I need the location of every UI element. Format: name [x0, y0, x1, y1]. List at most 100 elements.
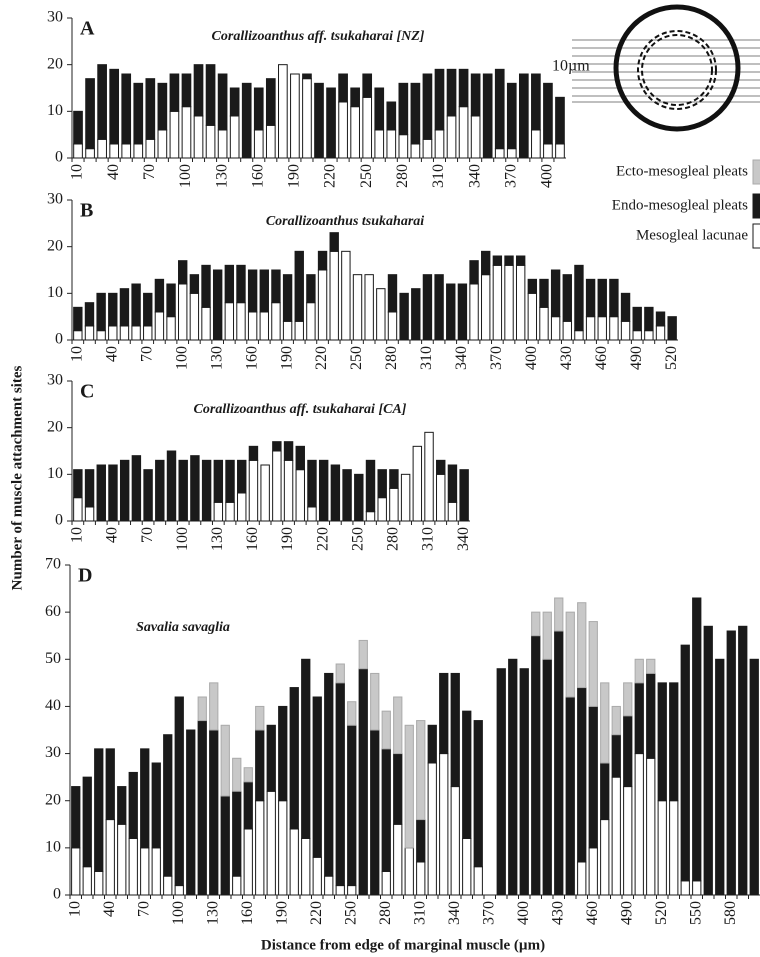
y-tick-label: 0 [55, 149, 63, 166]
bar-segment [390, 470, 398, 489]
bar-segment [348, 886, 356, 895]
bar-segment [387, 130, 396, 158]
bar-segment [336, 664, 344, 683]
bar-segment [458, 284, 466, 340]
bar-segment [120, 289, 128, 326]
x-tick-label: 40 [104, 527, 121, 543]
bar-segment [505, 265, 513, 340]
panel-title: Corallizoanthus aff. tsukaharai [NZ] [212, 29, 425, 44]
x-tick-label: 250 [342, 901, 359, 925]
bar-segment [85, 470, 93, 507]
x-tick-label: 340 [446, 901, 463, 925]
bar-segment [210, 683, 218, 730]
bar-segment [98, 65, 107, 140]
legend-swatch [753, 194, 760, 218]
bar-segment [279, 65, 288, 158]
bar-segment [460, 470, 468, 521]
bar-segment [83, 777, 91, 867]
bar-segment [225, 265, 233, 302]
bar-segment [167, 284, 175, 317]
bar-segment [132, 284, 140, 326]
x-tick-label: 10 [68, 346, 85, 362]
bar-segment [621, 293, 629, 321]
bar-segment [394, 697, 402, 754]
x-tick-label: 370 [502, 164, 519, 188]
bar-segment [578, 688, 586, 862]
bar-segment [681, 881, 689, 895]
x-tick-label: 310 [420, 527, 437, 551]
x-tick-label: 280 [383, 346, 400, 370]
bar-segment [273, 442, 281, 451]
legend-swatch [753, 160, 760, 184]
x-tick-label: 220 [322, 164, 339, 188]
bar-segment [509, 659, 517, 895]
y-tick-label: 30 [47, 372, 63, 389]
x-tick-label: 220 [314, 527, 331, 551]
bar-segment [110, 144, 119, 158]
bar-segment [182, 107, 191, 158]
bar-segment [187, 730, 195, 895]
bar-segment [249, 446, 257, 460]
bar-segment [226, 460, 234, 502]
bar-segment [578, 862, 586, 895]
bar-segment [267, 791, 275, 895]
legend-label: Endo-mesogleal pleats [612, 197, 748, 213]
bar-segment [544, 144, 553, 158]
diagram-outer [616, 7, 738, 129]
bar-segment [141, 848, 149, 895]
x-tick-label: 70 [139, 527, 156, 543]
bar-segment [578, 603, 586, 688]
bar-segment [179, 284, 187, 340]
bar-segment [528, 279, 536, 293]
x-tick-label: 160 [244, 527, 261, 551]
bar-segment [589, 706, 597, 847]
bar-segment [693, 881, 701, 895]
bar-segment [191, 456, 199, 521]
x-tick-label: 520 [663, 346, 680, 370]
bar-segment [645, 331, 653, 340]
panel-letter: B [80, 200, 93, 222]
bar-segment [482, 275, 490, 340]
bar-segment [633, 307, 641, 330]
bar-segment [555, 598, 563, 631]
bar-segment [371, 730, 379, 895]
x-tick-label: 190 [286, 164, 303, 188]
bar-segment [118, 787, 126, 825]
bar-segment [327, 88, 336, 158]
x-tick-label: 490 [618, 901, 635, 925]
x-tick-label: 190 [278, 346, 295, 370]
bar-segment [471, 74, 480, 116]
bar-segment [601, 763, 609, 820]
bar-segment [519, 74, 528, 158]
bar-segment [532, 74, 541, 130]
x-tick-label: 100 [174, 527, 191, 551]
bar-segment [283, 321, 291, 340]
bar-segment [363, 97, 372, 158]
bar-segment [405, 725, 413, 848]
bar-segment [495, 149, 504, 158]
bar-segment [120, 460, 128, 521]
bar-segment [336, 886, 344, 895]
bar-segment [155, 312, 163, 340]
bar-segment [417, 820, 425, 862]
bar-segment [129, 838, 137, 895]
bar-segment [85, 507, 93, 521]
bar-segment [601, 683, 609, 763]
bar-segment [343, 470, 351, 521]
bar-segment [244, 829, 252, 895]
bar-segment [248, 270, 256, 312]
bar-segment [256, 801, 264, 895]
y-tick-label: 20 [47, 55, 63, 72]
bar-segment [202, 307, 210, 340]
bar-segment [459, 69, 468, 106]
bar-segment [405, 848, 413, 895]
x-tick-label: 430 [558, 346, 575, 370]
bar-segment [423, 139, 432, 158]
bar-segment [74, 111, 83, 144]
bar-segment [167, 451, 175, 521]
bar-segment [635, 754, 643, 895]
bar-segment [387, 102, 396, 130]
bar-segment [303, 74, 312, 79]
bar-segment [284, 460, 292, 521]
bar-segment [394, 754, 402, 825]
